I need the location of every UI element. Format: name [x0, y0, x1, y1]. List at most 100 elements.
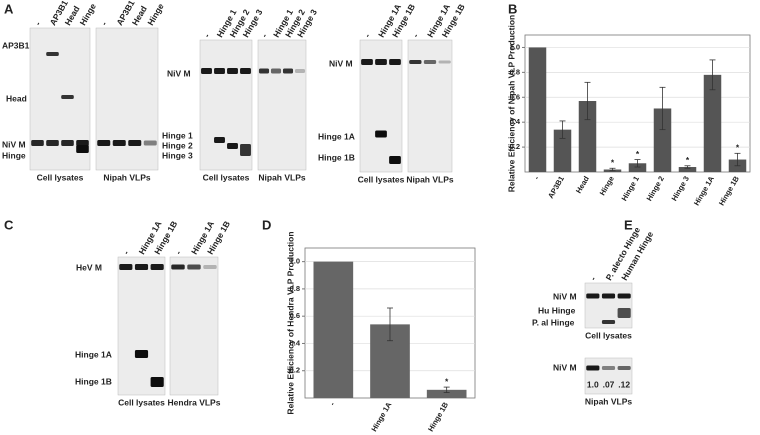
blot-caption: Nipah VLPs — [103, 172, 151, 182]
band — [31, 140, 44, 146]
significance: * — [611, 158, 615, 168]
bar — [553, 129, 572, 172]
y-tick-label: 1.0 — [290, 257, 300, 266]
band — [171, 264, 185, 270]
band-label: NiV M — [553, 291, 577, 301]
blot-caption: Nipah VLPs — [585, 396, 633, 406]
band-label: Hinge 1 — [162, 130, 193, 140]
band — [258, 68, 270, 74]
band — [586, 365, 600, 371]
band-label: Head — [6, 93, 27, 103]
band-label: NiV M — [329, 58, 353, 68]
panel-label: D — [262, 217, 271, 232]
band — [282, 68, 294, 74]
lane-label: - — [99, 20, 109, 28]
blot-caption: Cell lysates — [585, 330, 632, 340]
band-label: P. al Hinge — [532, 317, 575, 327]
y-tick-label: 1.0 — [510, 42, 520, 51]
band-label: NiV M — [167, 68, 191, 78]
band — [61, 140, 74, 146]
band — [438, 60, 451, 64]
blot — [95, 27, 159, 171]
bar — [678, 167, 697, 172]
band — [112, 140, 126, 146]
lane-label: - — [588, 275, 598, 283]
band — [617, 308, 631, 318]
significance: * — [686, 155, 690, 165]
y-axis-label: Relative Efficiency of Nipah VLP Product… — [506, 15, 516, 192]
lane-label: - — [410, 32, 420, 40]
significance: * — [736, 143, 740, 153]
band — [423, 60, 437, 64]
blot — [584, 357, 633, 395]
band — [97, 140, 111, 146]
band — [617, 293, 631, 299]
band-label: Hinge 1A — [75, 349, 112, 359]
band-label: Hinge 2 — [162, 140, 193, 150]
band — [119, 264, 133, 270]
bar — [628, 163, 647, 172]
blot-caption: Hendra VLPs — [168, 397, 221, 407]
band — [361, 59, 373, 65]
y-tick-label: 0.6 — [290, 311, 300, 320]
band — [601, 366, 616, 370]
lane-value: .07 — [603, 379, 615, 389]
y-tick-label: 0.4 — [290, 338, 301, 347]
band — [270, 68, 282, 74]
bar — [703, 74, 722, 172]
blot — [117, 256, 166, 396]
panel-label: B — [508, 1, 517, 16]
band-label: Hinge 1B — [75, 376, 112, 386]
band — [201, 68, 212, 74]
lane-label: - — [121, 249, 131, 257]
lane-label: - — [33, 20, 43, 28]
band — [240, 144, 251, 156]
band — [617, 366, 631, 370]
band-label: HeV M — [76, 262, 102, 272]
bar — [653, 108, 672, 172]
band — [601, 293, 616, 299]
band-label: AP3B1 — [2, 40, 30, 50]
band — [150, 264, 164, 270]
band — [187, 264, 201, 270]
band-label: Hinge 3 — [162, 150, 193, 160]
blot-caption: Cell lysates — [358, 174, 405, 184]
band — [375, 130, 387, 138]
band — [389, 59, 401, 65]
band — [143, 140, 157, 146]
band — [150, 377, 164, 387]
lane-label: - — [202, 32, 212, 40]
band-label: Hinge — [2, 150, 26, 160]
band — [375, 59, 387, 65]
bar — [578, 101, 597, 172]
band-label: Hinge 1B — [318, 152, 355, 162]
band — [134, 350, 149, 358]
band — [128, 140, 142, 146]
band-label: Hu Hinge — [538, 305, 576, 315]
band-label: NiV M — [553, 362, 577, 372]
panel-label: C — [4, 217, 14, 232]
panel-label: E — [624, 217, 633, 232]
band-label: Hinge 1A — [318, 131, 355, 141]
band — [203, 265, 217, 269]
lane-label: - — [173, 249, 183, 257]
band — [586, 293, 600, 299]
band — [214, 68, 225, 74]
band — [294, 69, 306, 73]
lane-value: 1.0 — [587, 379, 599, 389]
blot — [257, 39, 307, 171]
blot — [169, 256, 219, 396]
y-tick-label: 0.8 — [290, 284, 300, 293]
bar — [313, 261, 354, 398]
y-tick-label: 0.4 — [510, 117, 521, 126]
band — [601, 320, 616, 324]
y-tick-label: 0.2 — [290, 366, 300, 375]
band — [76, 145, 89, 153]
y-tick-label: 0.6 — [510, 92, 520, 101]
band — [389, 156, 401, 164]
band — [214, 137, 225, 143]
band — [227, 68, 238, 74]
y-tick-label: 0.8 — [510, 67, 520, 76]
blot-caption: Nipah VLPs — [258, 172, 306, 182]
y-axis-label: Relative Efficiency of Hendra VLP Produc… — [285, 231, 295, 414]
